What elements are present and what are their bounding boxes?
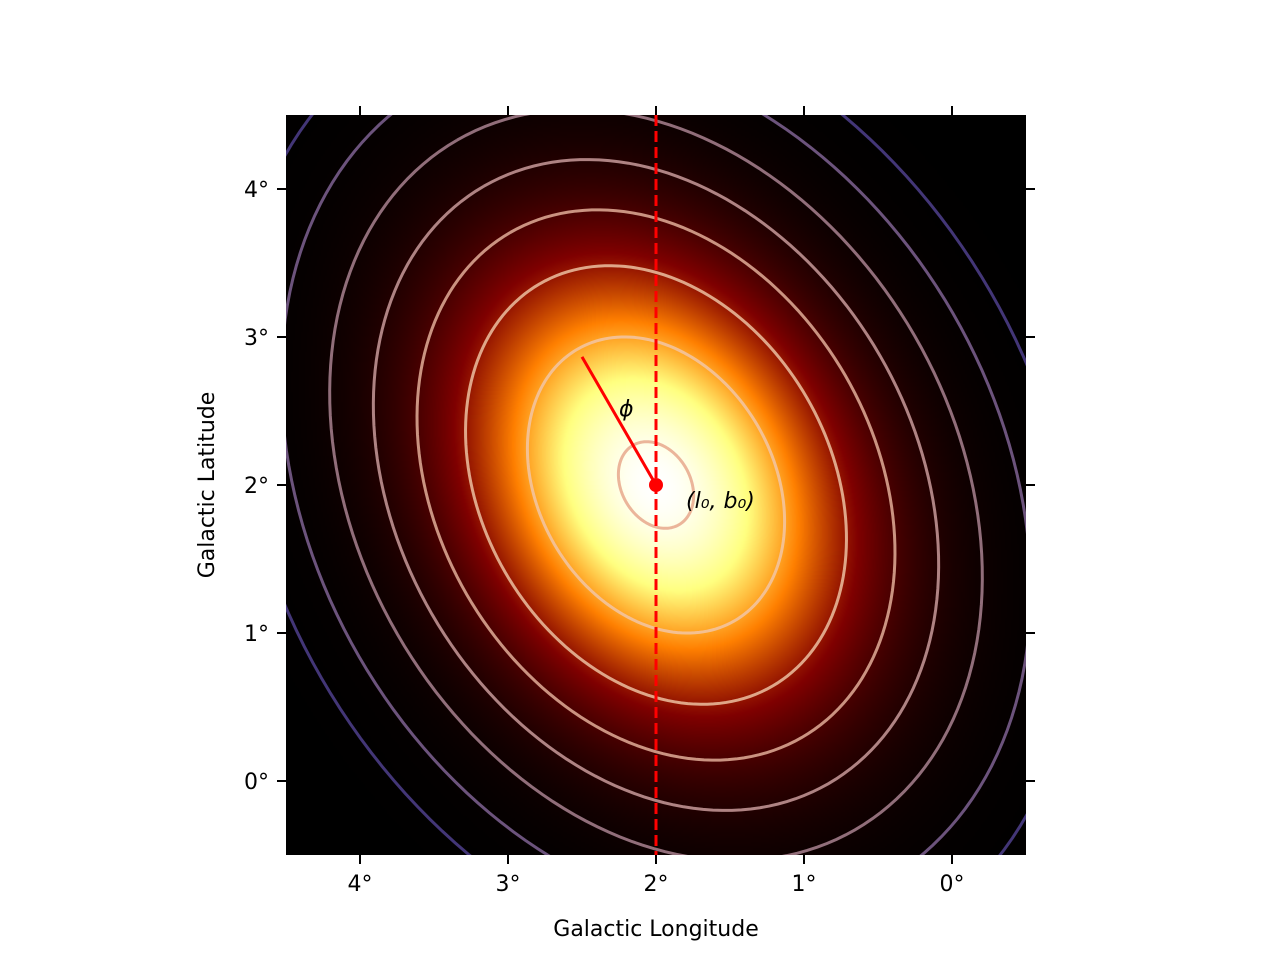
y-tick-label: 1° <box>244 622 269 647</box>
contour-line <box>286 115 1026 855</box>
x-tick-label: 3° <box>496 872 521 897</box>
contour-line <box>464 264 848 706</box>
y-tick-label: 3° <box>244 326 269 351</box>
axis-ticks <box>277 106 1035 864</box>
position-angle-line <box>580 356 658 486</box>
x-tick-label: 2° <box>644 872 669 897</box>
x-tick-label: 4° <box>348 872 373 897</box>
contour-line <box>328 115 984 855</box>
x-tick-label: 0° <box>940 872 965 897</box>
contour-line <box>371 158 941 812</box>
plot-area: ϕ (l₀, b₀) <box>286 115 1026 855</box>
contour-group <box>286 115 1026 855</box>
phi-annotation: ϕ <box>619 397 634 422</box>
x-tick-label: 1° <box>792 872 817 897</box>
y-tick-label: 4° <box>244 178 269 203</box>
contour-line <box>525 335 787 635</box>
center-annotation: (l₀, b₀) <box>686 489 755 514</box>
y-axis-label: Galactic Latitude <box>195 392 220 579</box>
y-tick-label: 2° <box>244 474 269 499</box>
center-marker <box>649 478 663 492</box>
axis-tick-labels: 4° 3° 2° 1° 0° 0° 1° 2° 3° 4° <box>244 178 965 897</box>
y-tick-label: 0° <box>244 770 269 795</box>
contour-line <box>415 208 897 762</box>
x-axis-label: Galactic Longitude <box>553 917 758 942</box>
contour-line <box>616 440 696 530</box>
